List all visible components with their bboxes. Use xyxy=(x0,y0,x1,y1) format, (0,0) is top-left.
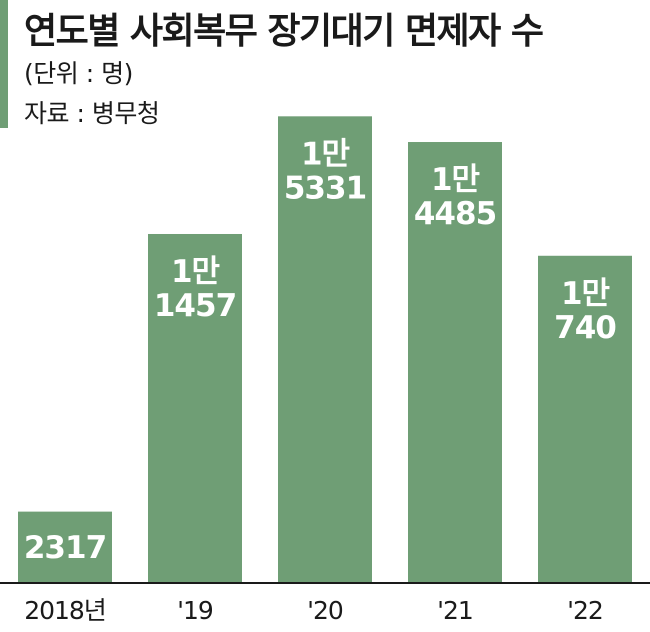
unit-label: (단위 : 명) xyxy=(24,59,133,88)
bar-label-2-1: 5331 xyxy=(284,170,366,206)
bar-label-4-0: 1만 xyxy=(561,276,610,312)
x-tick-label-1: '19 xyxy=(177,596,213,625)
accent-bar xyxy=(0,0,8,128)
bar-label-3-0: 1만 xyxy=(431,162,480,198)
x-tick-label-2: '20 xyxy=(307,596,343,625)
bar-label-2-0: 1만 xyxy=(301,136,350,172)
source-label: 자료 : 병무청 xyxy=(24,99,160,128)
bar-0 xyxy=(18,511,112,582)
bar-label-0-0: 2317 xyxy=(24,530,106,566)
bar-label-4-1: 740 xyxy=(554,310,616,346)
bar-2 xyxy=(278,116,372,583)
x-tick-label-4: '22 xyxy=(567,596,603,625)
chart-title: 연도별 사회복무 장기대기 면제자 수 xyxy=(24,11,544,52)
bar-label-1-1: 1457 xyxy=(154,288,236,324)
bar-1 xyxy=(148,233,242,582)
bar-label-3-1: 4485 xyxy=(414,196,496,232)
x-tick-label-3: '21 xyxy=(437,596,473,625)
bar-4 xyxy=(538,255,632,582)
bar-3 xyxy=(408,142,502,582)
x-tick-label-0: 2018년 xyxy=(24,596,106,625)
bar-label-1-0: 1만 xyxy=(171,254,220,290)
